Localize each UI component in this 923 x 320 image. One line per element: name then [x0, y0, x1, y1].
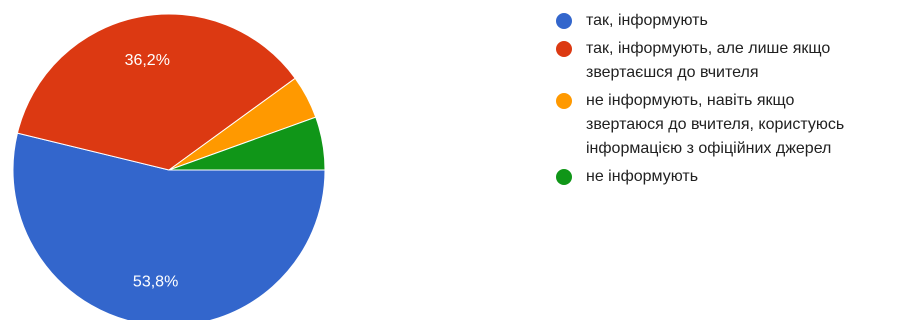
legend-label-3: не інформують [586, 165, 698, 189]
legend-label-0: так, інформують [586, 9, 708, 33]
slice-value-label-0: 53,8% [133, 274, 178, 291]
legend-item-2[interactable]: не інформують, навіть якщо звертаюся до … [556, 89, 923, 161]
legend-label-2: не інформують, навіть якщо звертаюся до … [586, 89, 844, 161]
pie-chart-svg: 53,8% 36,2% [0, 0, 540, 320]
chart-legend: так, інформують так, інформують, але лиш… [556, 9, 923, 193]
slice-value-label-1: 36,2% [125, 52, 170, 69]
legend-swatch-2 [556, 93, 572, 109]
legend-swatch-3 [556, 169, 572, 185]
legend-item-0[interactable]: так, інформують [556, 9, 923, 33]
legend-label-1: так, інформують, але лише якщо звертаєшс… [586, 37, 830, 85]
legend-swatch-0 [556, 13, 572, 29]
legend-item-3[interactable]: не інформують [556, 165, 923, 189]
legend-item-1[interactable]: так, інформують, але лише якщо звертаєшс… [556, 37, 923, 85]
legend-swatch-1 [556, 41, 572, 57]
